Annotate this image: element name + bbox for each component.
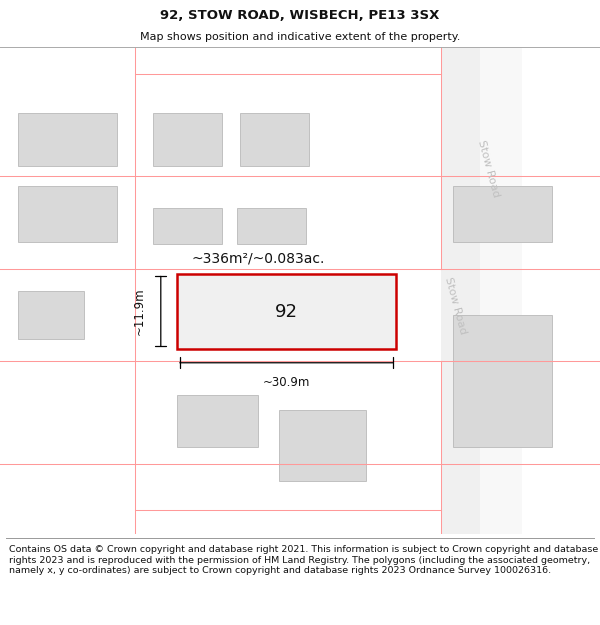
Text: Contains OS data © Crown copyright and database right 2021. This information is : Contains OS data © Crown copyright and d… — [9, 545, 598, 575]
Bar — [18, 291, 84, 339]
Bar — [453, 315, 552, 447]
Bar — [153, 208, 222, 244]
Text: ~11.9m: ~11.9m — [133, 288, 146, 335]
Bar — [177, 274, 396, 349]
Bar — [177, 396, 258, 447]
Text: Map shows position and indicative extent of the property.: Map shows position and indicative extent… — [140, 32, 460, 42]
Bar — [18, 186, 117, 242]
Text: Stow Road: Stow Road — [476, 139, 502, 199]
Bar — [153, 112, 222, 166]
Polygon shape — [441, 47, 480, 534]
Text: ~336m²/~0.083ac.: ~336m²/~0.083ac. — [191, 252, 325, 266]
Polygon shape — [480, 47, 522, 534]
Bar — [18, 112, 117, 166]
Text: Stow Road: Stow Road — [443, 276, 469, 335]
Text: 92: 92 — [275, 302, 298, 321]
Bar — [453, 186, 552, 242]
Bar — [279, 410, 366, 481]
Text: ~30.9m: ~30.9m — [263, 376, 310, 389]
Bar — [240, 112, 309, 166]
Bar — [237, 208, 306, 244]
Text: 92, STOW ROAD, WISBECH, PE13 3SX: 92, STOW ROAD, WISBECH, PE13 3SX — [160, 9, 440, 22]
Bar — [177, 274, 396, 349]
